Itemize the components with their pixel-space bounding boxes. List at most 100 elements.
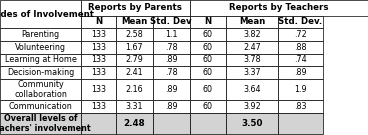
Bar <box>190 0 368 16</box>
Bar <box>190 113 226 134</box>
Text: 133: 133 <box>91 30 106 39</box>
Bar <box>278 16 323 28</box>
Text: Overall levels of
teachers' involvement: Overall levels of teachers' involvement <box>0 114 91 133</box>
Text: Mean: Mean <box>239 17 265 26</box>
Bar <box>81 113 116 134</box>
Text: 133: 133 <box>91 68 106 77</box>
Bar <box>190 100 226 113</box>
Text: 3.50: 3.50 <box>241 119 263 128</box>
Text: 1.67: 1.67 <box>125 43 143 52</box>
Text: Communication: Communication <box>8 102 72 111</box>
Text: .89: .89 <box>294 68 307 77</box>
Bar <box>116 79 153 100</box>
Text: N: N <box>204 17 212 26</box>
Text: 1.1: 1.1 <box>165 30 177 39</box>
Text: .78: .78 <box>165 68 177 77</box>
Bar <box>0 113 81 134</box>
Bar <box>153 100 190 113</box>
Bar <box>0 0 81 28</box>
Text: 133: 133 <box>91 102 106 111</box>
Text: N: N <box>95 17 102 26</box>
Bar <box>226 28 278 41</box>
Text: .89: .89 <box>165 55 177 64</box>
Bar <box>0 28 81 41</box>
Text: 2.48: 2.48 <box>124 119 145 128</box>
Text: .74: .74 <box>294 55 307 64</box>
Bar <box>190 54 226 66</box>
Bar <box>190 79 226 100</box>
Text: Reports by Parents: Reports by Parents <box>88 3 182 12</box>
Bar <box>81 66 116 79</box>
Text: .83: .83 <box>294 102 307 111</box>
Text: 60: 60 <box>203 43 213 52</box>
Bar <box>81 16 116 28</box>
Text: 2.79: 2.79 <box>125 55 143 64</box>
Text: 1.9: 1.9 <box>294 85 307 94</box>
Bar <box>278 41 323 54</box>
Bar <box>226 54 278 66</box>
Bar <box>278 28 323 41</box>
Bar <box>153 79 190 100</box>
Bar <box>153 16 190 28</box>
Bar <box>153 41 190 54</box>
Bar <box>153 66 190 79</box>
Text: 60: 60 <box>203 68 213 77</box>
Text: 3.37: 3.37 <box>243 68 261 77</box>
Bar <box>278 113 323 134</box>
Text: Parenting: Parenting <box>21 30 60 39</box>
Text: Volunteering: Volunteering <box>15 43 66 52</box>
Bar <box>0 66 81 79</box>
Text: 2.16: 2.16 <box>125 85 143 94</box>
Bar <box>0 79 81 100</box>
Bar <box>226 113 278 134</box>
Bar <box>278 66 323 79</box>
Bar <box>0 41 81 54</box>
Text: .72: .72 <box>294 30 307 39</box>
Bar <box>116 113 153 134</box>
Bar <box>116 100 153 113</box>
Bar <box>153 54 190 66</box>
Bar <box>190 66 226 79</box>
Text: 3.82: 3.82 <box>243 30 261 39</box>
Bar <box>278 100 323 113</box>
Bar <box>190 41 226 54</box>
Bar <box>278 54 323 66</box>
Text: .78: .78 <box>165 43 177 52</box>
Text: 2.58: 2.58 <box>125 30 143 39</box>
Text: .89: .89 <box>165 102 177 111</box>
Bar <box>226 66 278 79</box>
Bar <box>226 79 278 100</box>
Bar <box>81 41 116 54</box>
Bar <box>81 54 116 66</box>
Bar <box>116 28 153 41</box>
Text: Community
collaboration: Community collaboration <box>14 80 67 99</box>
Text: 3.31: 3.31 <box>125 102 143 111</box>
Bar <box>190 16 226 28</box>
Bar <box>81 0 190 16</box>
Bar <box>153 28 190 41</box>
Text: 60: 60 <box>203 102 213 111</box>
Text: 2.41: 2.41 <box>125 68 143 77</box>
Bar <box>116 16 153 28</box>
Text: Decision-making: Decision-making <box>7 68 74 77</box>
Text: 133: 133 <box>91 55 106 64</box>
Bar <box>81 100 116 113</box>
Bar <box>226 16 278 28</box>
Text: Mean: Mean <box>121 17 148 26</box>
Text: 60: 60 <box>203 85 213 94</box>
Bar <box>81 79 116 100</box>
Bar <box>116 66 153 79</box>
Text: 3.78: 3.78 <box>243 55 261 64</box>
Bar <box>116 41 153 54</box>
Text: 3.64: 3.64 <box>243 85 261 94</box>
Text: .89: .89 <box>165 85 177 94</box>
Bar <box>190 28 226 41</box>
Text: 133: 133 <box>91 85 106 94</box>
Text: 2.47: 2.47 <box>243 43 261 52</box>
Bar <box>81 28 116 41</box>
Text: Std. Dev.: Std. Dev. <box>278 17 322 26</box>
Text: 60: 60 <box>203 55 213 64</box>
Bar <box>116 54 153 66</box>
Bar <box>226 41 278 54</box>
Bar <box>278 79 323 100</box>
